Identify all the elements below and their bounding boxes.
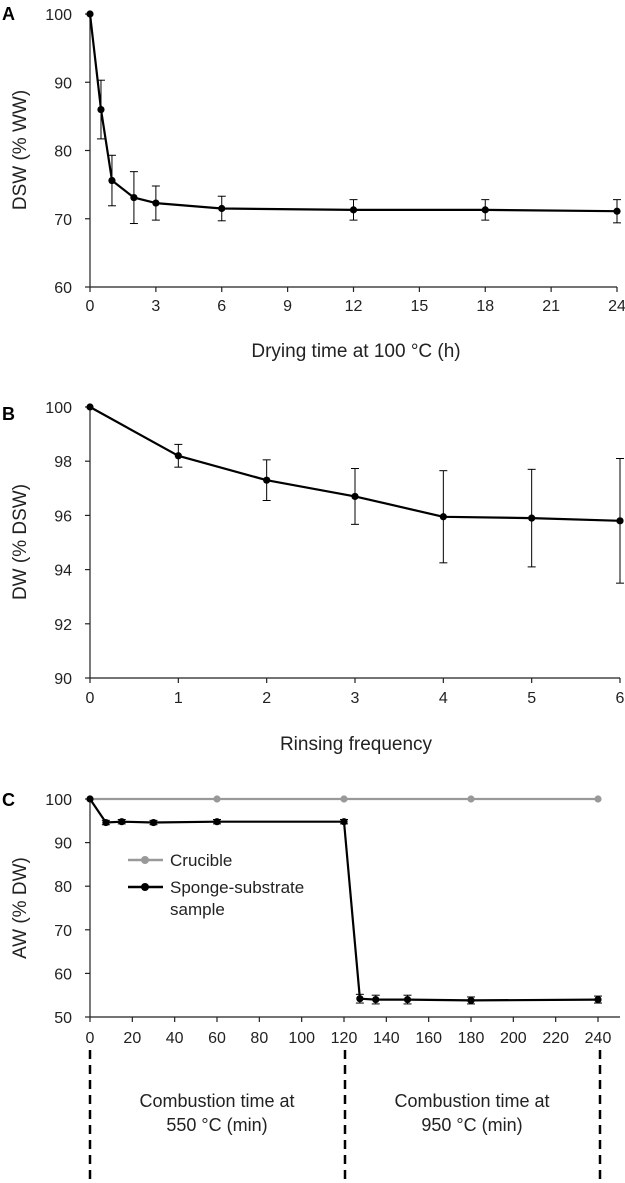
panel-c-series-1-point <box>594 995 602 1004</box>
panel-c-x-tick-label: 80 <box>250 1030 268 1047</box>
panel-a-x-tick-label: 6 <box>217 298 226 315</box>
panel-c-x-tick-label: 220 <box>542 1030 569 1047</box>
panel-b-y-tick-label: 94 <box>54 563 72 580</box>
panel-b-x-label: Rinsing frequency <box>280 734 433 755</box>
panel-c-series-1-point <box>149 818 158 827</box>
panel-b-x-tick-label: 5 <box>527 690 536 707</box>
panel-a-series-0-point <box>613 207 621 215</box>
panel-c-series-1-point <box>372 995 380 1004</box>
panel-b-x-tick-label: 2 <box>262 690 271 707</box>
panel-c-x-tick-label: 100 <box>288 1030 315 1047</box>
panel-c-y-tick-label: 80 <box>54 879 72 896</box>
panel-c-letter: C <box>2 790 15 810</box>
panel-a-series-0-point <box>349 206 358 214</box>
panel-b-x-tick-label: 6 <box>616 690 625 707</box>
panel-a-x-tick-label: 9 <box>283 298 292 315</box>
panel-b-x-tick-label: 4 <box>439 690 448 707</box>
panel-c-y-tick-label: 70 <box>54 923 72 940</box>
panel-a-y-tick-label: 60 <box>54 280 72 297</box>
panel-a-x-tick-label: 0 <box>86 298 95 315</box>
legend-sample-label: Sponge-substrate sample <box>170 878 304 919</box>
panel-c-x-tick-label: 40 <box>166 1030 184 1047</box>
panel-b-series-0-point <box>351 492 359 501</box>
panel-a-x-tick-label: 3 <box>151 298 160 315</box>
annotation-950: Combustion time at 950 °C (min) <box>394 1091 549 1135</box>
panel-c-series-0-point <box>340 795 348 803</box>
panel-b-series-0-point <box>86 403 94 411</box>
panel-b-y-tick-label: 96 <box>54 508 72 525</box>
panel-b: B 90 92 94 96 98 100 0 1 2 3 4 5 6 Rinsing frequenc… <box>2 400 625 755</box>
panel-a-x-tick-label: 18 <box>476 298 494 315</box>
panel-a-letter: A <box>2 4 15 24</box>
panel-a-series-0-point <box>97 105 105 114</box>
panel-b-series-0-point <box>263 476 271 484</box>
panel-b-y-tick-label: 100 <box>45 400 72 417</box>
panel-b-series-0-point <box>439 513 447 521</box>
panel-c-x-tick-label: 140 <box>373 1030 400 1047</box>
panel-a-y-tick-label: 100 <box>45 7 72 24</box>
panel-c-y-tick-label: 90 <box>54 836 72 853</box>
panel-c-y-tick-label: 100 <box>45 792 72 809</box>
panel-c: C 50 60 70 80 90 100 0 20 40 60 80 100 120 140 160 180… <box>2 790 620 1182</box>
legend-crucible-label: Crucible <box>170 851 232 870</box>
panel-b-x-tick-label: 1 <box>174 690 183 707</box>
panel-c-series-1-point <box>467 996 475 1005</box>
panel-c-series-1-point <box>403 995 412 1004</box>
panel-c-x-tick-label: 240 <box>585 1030 612 1047</box>
panel-c-x-tick-label: 0 <box>86 1030 95 1047</box>
panel-c-series-1-line <box>89 798 599 1002</box>
panel-b-x-tick-label: 0 <box>86 690 95 707</box>
panel-c-series-0-point <box>467 795 475 803</box>
panel-c-x-tick-label: 180 <box>458 1030 485 1047</box>
panel-c-y-tick-label: 60 <box>54 966 72 983</box>
panel-a-x-label: Drying time at 100 °C (h) <box>251 341 460 362</box>
panel-a-series-0-point <box>481 206 489 214</box>
panel-a-y-tick-label: 80 <box>54 144 72 161</box>
legend-crucible-marker <box>141 856 149 864</box>
panel-a-series-0-point <box>152 199 160 207</box>
panel-a: A 60 70 80 90 100 0 3 6 9 12 15 18 21 24 Drying time… <box>2 4 625 362</box>
panel-c-series-1-point <box>102 818 110 827</box>
panel-c-x-tick-label: 20 <box>123 1030 141 1047</box>
panel-c-series-1-point <box>340 818 348 826</box>
panel-b-x-tick-label: 3 <box>351 690 360 707</box>
panel-a-series-0-point <box>108 176 116 185</box>
panel-b-y-tick-label: 90 <box>54 671 72 688</box>
panel-b-series-0-point <box>528 514 536 522</box>
panel-c-x-tick-label: 160 <box>415 1030 442 1047</box>
panel-c-legend: Crucible Sponge-substrate sample <box>128 851 304 919</box>
panel-a-x-tick-label: 15 <box>410 298 428 315</box>
panel-a-y-tick-label: 70 <box>54 212 72 229</box>
panel-a-x-tick-label: 21 <box>542 298 560 315</box>
panel-c-series-0-point <box>594 795 602 803</box>
panel-a-y-label: DSW (% WW) <box>10 90 31 210</box>
panel-c-series-0-point <box>213 795 221 803</box>
panel-c-y-label: AW (% DW) <box>10 857 31 959</box>
panel-b-series-0-point <box>616 517 624 525</box>
panel-b-y-tick-label: 98 <box>54 454 72 471</box>
panel-a-series-0-point <box>218 204 226 213</box>
panel-b-y-tick-label: 92 <box>54 617 72 634</box>
panel-a-x-tick-label: 12 <box>345 298 363 315</box>
panel-b-y-label: DW (% DSW) <box>10 484 31 600</box>
panel-c-x-tick-label: 120 <box>331 1030 358 1047</box>
panel-c-x-tick-label: 60 <box>208 1030 226 1047</box>
panel-b-letter: B <box>2 404 15 424</box>
panel-c-series-1-point <box>356 995 364 1003</box>
panel-c-series-1-point <box>118 818 126 826</box>
panel-c-series-1-point <box>86 795 94 803</box>
panel-b-series-0-point <box>174 452 182 460</box>
panel-c-series-1-point <box>213 818 221 826</box>
legend-sample-marker <box>141 883 149 891</box>
panel-c-x-tick-label: 200 <box>500 1030 527 1047</box>
panel-a-series-0-point <box>130 193 138 202</box>
panel-a-y-tick-label: 90 <box>54 75 72 92</box>
panel-a-series-0-line <box>88 13 618 213</box>
panel-a-x-tick-label: 24 <box>608 298 625 315</box>
panel-a-series-0-point <box>86 10 94 18</box>
panel-c-y-tick-label: 50 <box>54 1010 72 1027</box>
annotation-550: Combustion time at 550 °C (min) <box>139 1091 294 1135</box>
